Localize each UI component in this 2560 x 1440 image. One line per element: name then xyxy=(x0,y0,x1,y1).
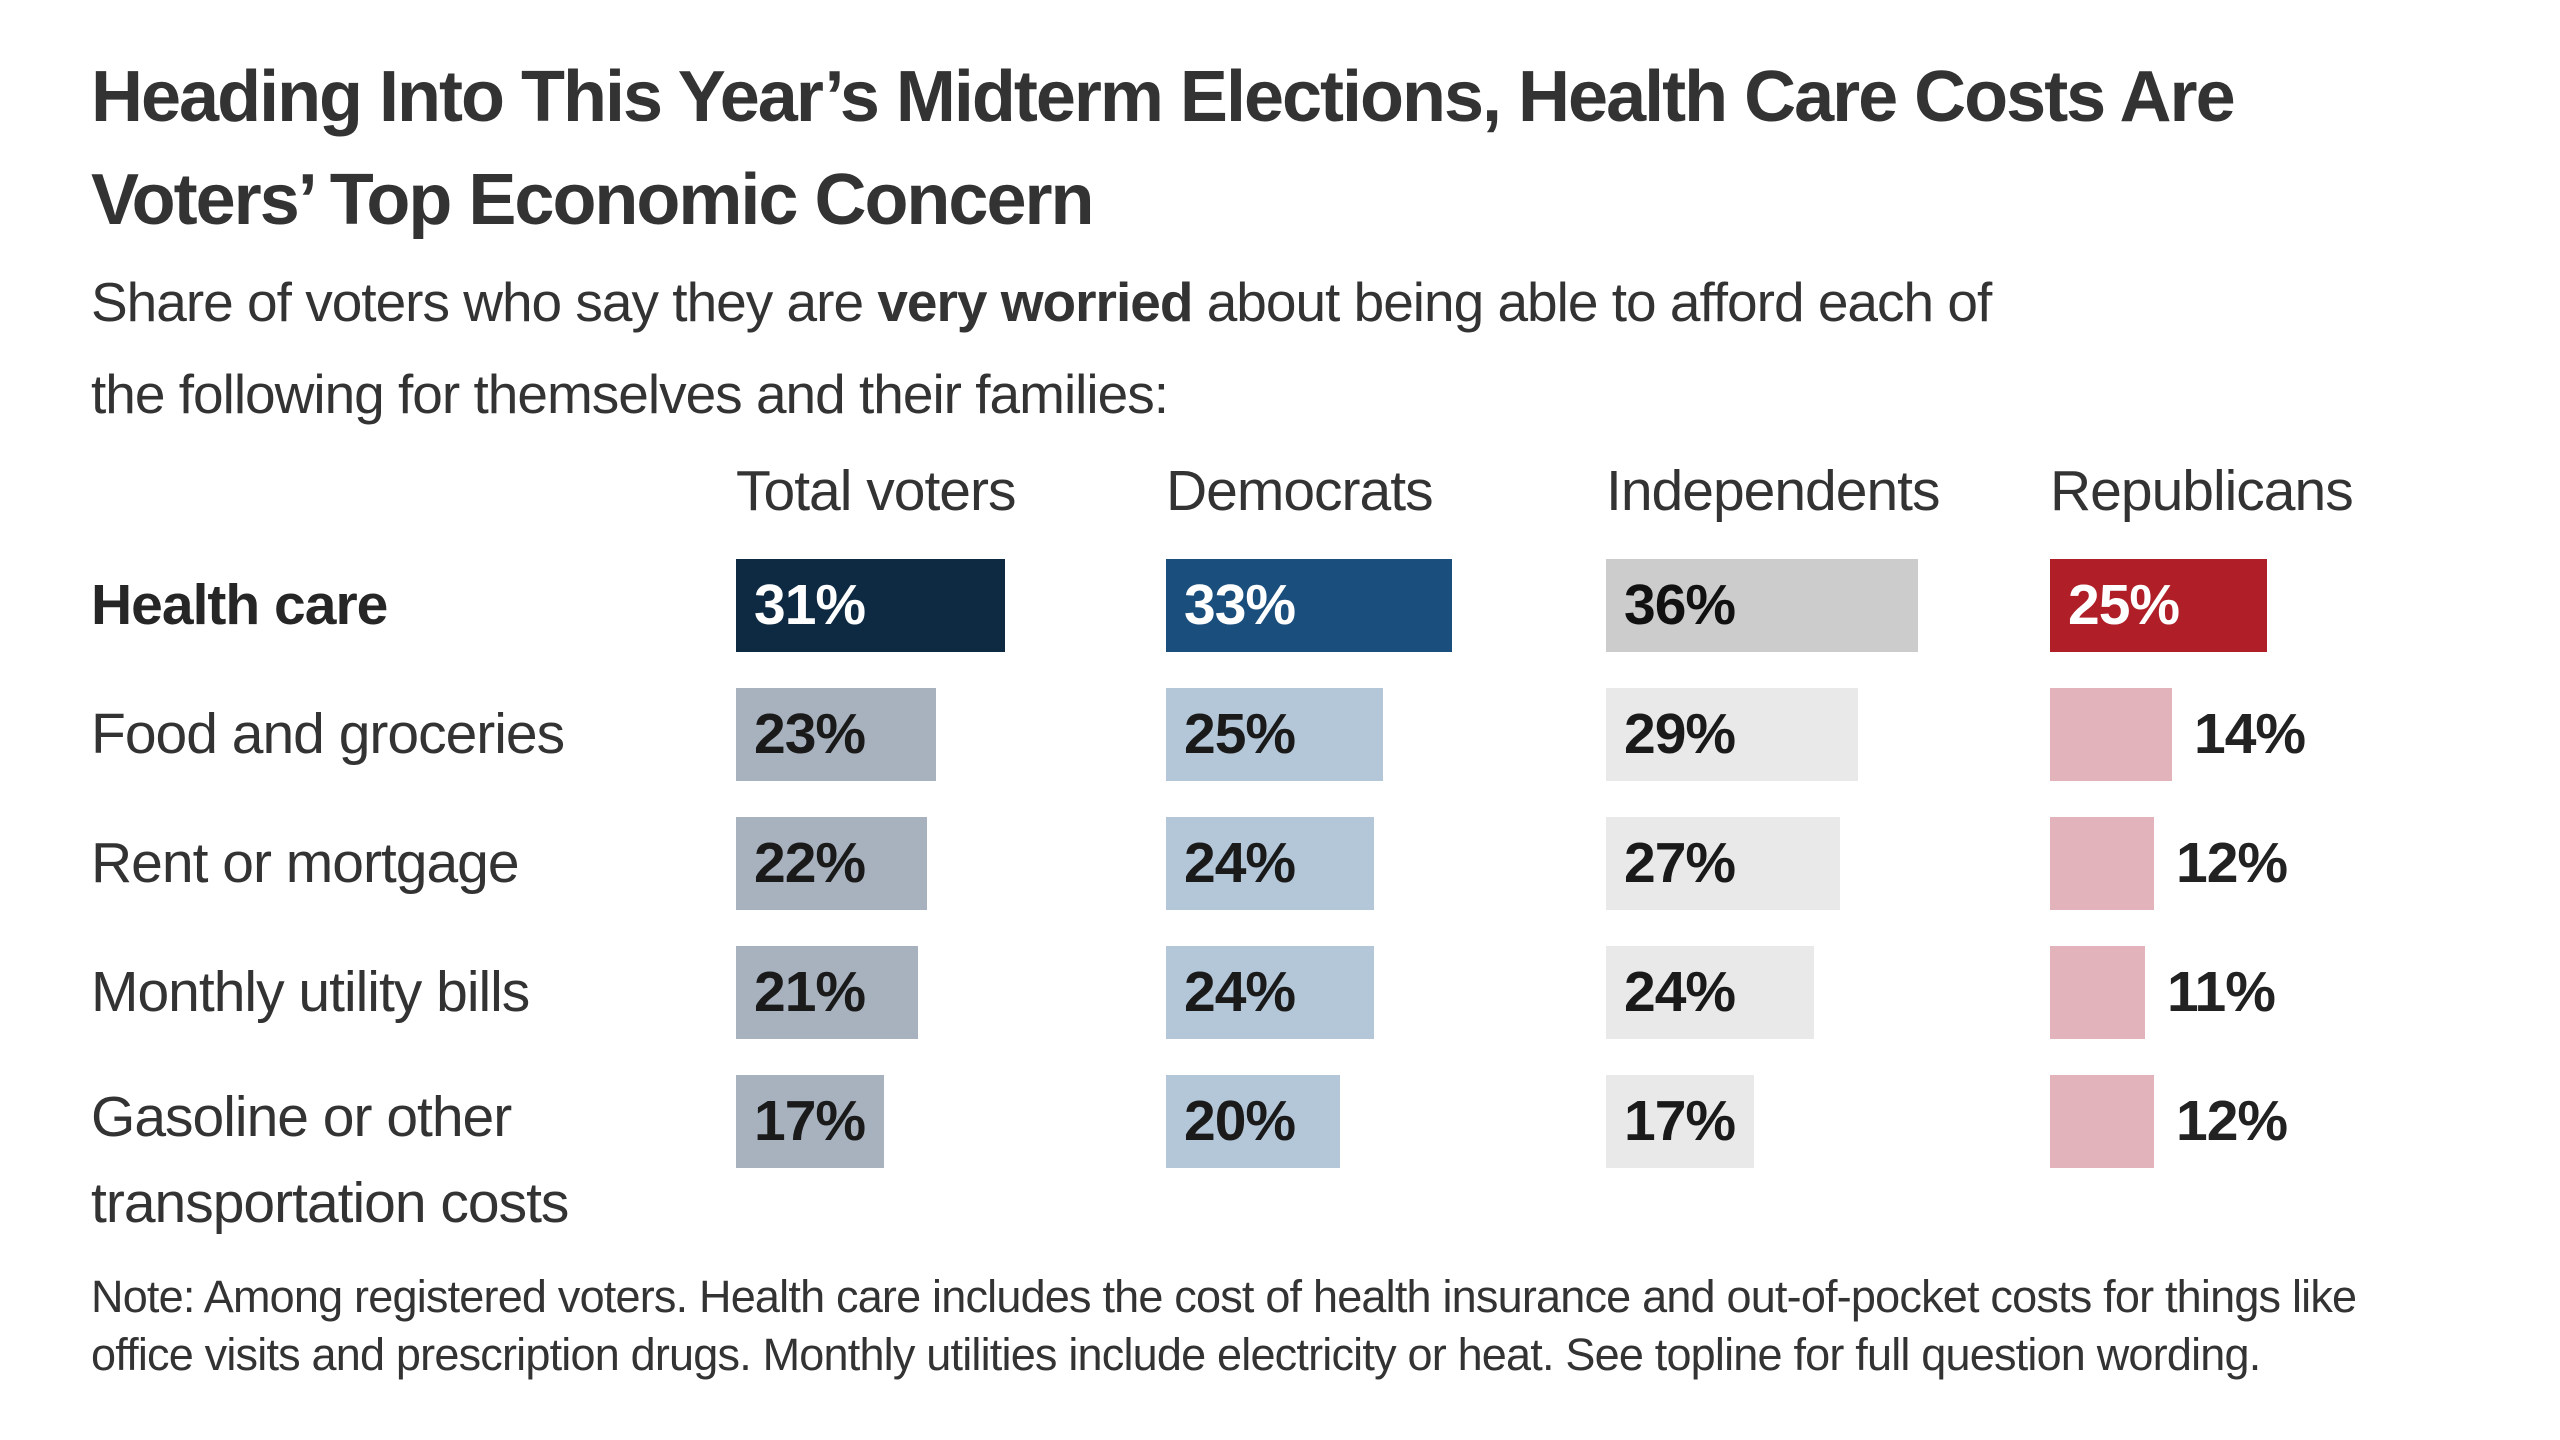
subtitle-bold-text: very worried xyxy=(877,271,1193,333)
chart-subtitle-line1: Share of voters who say they are very wo… xyxy=(91,256,1993,348)
bar-value-total-voters-gasoline-or-other-transportation-costs: 17% xyxy=(754,1089,866,1153)
bar-total-voters-rent-or-mortgage: 22% xyxy=(736,817,927,910)
row-label-food-and-groceries: Food and groceries xyxy=(91,701,565,766)
bar-democrats-food-and-groceries: 25% xyxy=(1166,688,1383,781)
chart-note-line2: office visits and prescription drugs. Mo… xyxy=(91,1329,2261,1380)
bar-democrats-health-care: 33% xyxy=(1166,559,1452,652)
bar-value-democrats-food-and-groceries: 25% xyxy=(1184,702,1296,766)
bar-value-independents-monthly-utility-bills: 24% xyxy=(1624,960,1736,1024)
bar-total-voters-food-and-groceries: 23% xyxy=(736,688,936,781)
bar-value-total-voters-monthly-utility-bills: 21% xyxy=(754,960,866,1024)
chart-note: Note: Among registered voters. Health ca… xyxy=(91,1268,2357,1384)
bar-value-independents-rent-or-mortgage: 27% xyxy=(1624,831,1736,895)
subtitle-text: Share of voters who say they are xyxy=(91,271,878,333)
chart-title-line2: Voters’ Top Economic Concern xyxy=(91,160,1094,240)
bar-republicans-gasoline-or-other-transportation-costs xyxy=(2050,1075,2154,1168)
bar-value-republicans-monthly-utility-bills: 11% xyxy=(2167,960,2276,1024)
chart-subtitle: Share of voters who say they are very wo… xyxy=(91,256,1993,440)
bar-total-voters-monthly-utility-bills: 21% xyxy=(736,946,918,1039)
bar-republicans-health-care: 25% xyxy=(2050,559,2267,652)
chart-title: Heading Into This Year’s Midterm Electio… xyxy=(91,46,2236,252)
bar-democrats-monthly-utility-bills: 24% xyxy=(1166,946,1374,1039)
bar-republicans-food-and-groceries xyxy=(2050,688,2172,781)
bar-value-democrats-rent-or-mortgage: 24% xyxy=(1184,831,1296,895)
bar-value-republicans-rent-or-mortgage: 12% xyxy=(2176,831,2288,895)
bar-value-independents-health-care: 36% xyxy=(1624,573,1736,637)
subtitle-text: about being able to afford each of xyxy=(1192,271,1993,333)
bar-independents-gasoline-or-other-transportation-costs: 17% xyxy=(1606,1075,1754,1168)
bar-total-voters-health-care: 31% xyxy=(736,559,1005,652)
bar-democrats-gasoline-or-other-transportation-costs: 20% xyxy=(1166,1075,1340,1168)
bar-independents-health-care: 36% xyxy=(1606,559,1918,652)
bar-value-independents-food-and-groceries: 29% xyxy=(1624,702,1736,766)
bar-republicans-monthly-utility-bills xyxy=(2050,946,2145,1039)
column-header-republicans: Republicans xyxy=(2050,459,2354,523)
column-header-democrats: Democrats xyxy=(1166,459,1434,523)
bar-independents-rent-or-mortgage: 27% xyxy=(1606,817,1840,910)
bar-value-democrats-health-care: 33% xyxy=(1184,573,1296,637)
row-label-gasoline-or-other-transportation-costs: Gasoline or other transportation costs xyxy=(91,1085,569,1235)
chart-title-line1: Heading Into This Year’s Midterm Electio… xyxy=(91,57,2236,137)
column-header-independents: Independents xyxy=(1606,459,1940,523)
chart-subtitle-line2: the following for themselves and their f… xyxy=(91,363,1169,425)
bar-democrats-rent-or-mortgage: 24% xyxy=(1166,817,1374,910)
bar-independents-monthly-utility-bills: 24% xyxy=(1606,946,1814,1039)
bar-value-republicans-gasoline-or-other-transportation-costs: 12% xyxy=(2176,1089,2288,1153)
bar-value-democrats-gasoline-or-other-transportation-costs: 20% xyxy=(1184,1089,1296,1153)
bar-republicans-rent-or-mortgage xyxy=(2050,817,2154,910)
bar-total-voters-gasoline-or-other-transportation-costs: 17% xyxy=(736,1075,884,1168)
bar-value-republicans-health-care: 25% xyxy=(2068,573,2180,637)
row-label-health-care: Health care xyxy=(91,572,388,637)
row-label-monthly-utility-bills: Monthly utility bills xyxy=(91,959,530,1024)
bar-value-republicans-food-and-groceries: 14% xyxy=(2194,702,2306,766)
chart-note-line1: Note: Among registered voters. Health ca… xyxy=(91,1271,2357,1322)
bar-value-total-voters-rent-or-mortgage: 22% xyxy=(754,831,866,895)
bar-value-independents-gasoline-or-other-transportation-costs: 17% xyxy=(1624,1089,1736,1153)
bar-value-total-voters-health-care: 31% xyxy=(754,573,866,637)
bar-value-total-voters-food-and-groceries: 23% xyxy=(754,702,866,766)
bar-independents-food-and-groceries: 29% xyxy=(1606,688,1858,781)
row-label-rent-or-mortgage: Rent or mortgage xyxy=(91,830,520,895)
bar-value-democrats-monthly-utility-bills: 24% xyxy=(1184,960,1296,1024)
column-header-total-voters: Total voters xyxy=(736,459,1016,523)
